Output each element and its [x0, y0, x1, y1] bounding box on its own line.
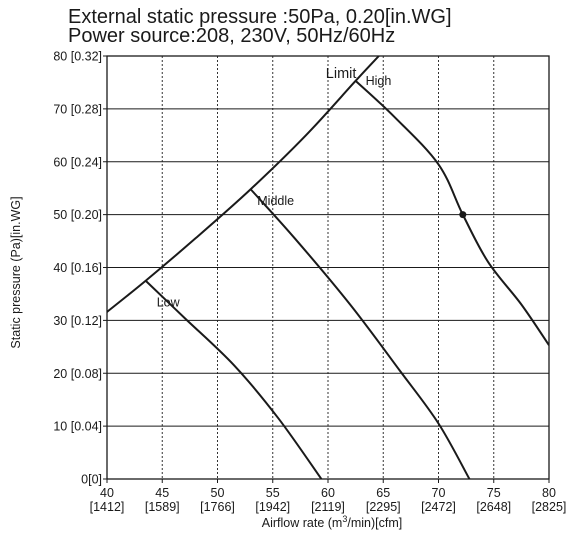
x-tick-sublabel: [2825]: [532, 500, 567, 514]
x-tick-label: 65: [376, 486, 390, 500]
y-tick-label: 20 [0.08]: [53, 367, 102, 381]
x-tick-sublabel: [1942]: [255, 500, 290, 514]
x-tick-sublabel: [1412]: [90, 500, 125, 514]
y-tick-label: 40 [0.16]: [53, 261, 102, 275]
x-tick-label: 75: [487, 486, 501, 500]
x-tick-sublabel: [1589]: [145, 500, 180, 514]
x-tick-label: 60: [321, 486, 335, 500]
y-tick-label: 0[0]: [81, 473, 102, 487]
y-tick-label: 10 [0.04]: [53, 420, 102, 434]
x-tick-label: 45: [155, 486, 169, 500]
x-tick-label: 40: [100, 486, 114, 500]
x-ticks: 40[1412] 45[1589] 50[1766] 55[1942] 60[2119]…: [90, 479, 567, 514]
x-tick-sublabel: [2119]: [311, 500, 345, 514]
y-tick-label: 60 [0.24]: [53, 155, 102, 169]
y-tick-label: 70 [0.28]: [53, 102, 102, 116]
x-tick-sublabel: [1766]: [200, 500, 235, 514]
series-line-limit: [107, 56, 379, 312]
x-tick-sublabel: [2295]: [366, 500, 401, 514]
y-axis-label: Static pressure (Pa)[in.WG]: [9, 196, 23, 348]
x-tick-sublabel: [2472]: [421, 500, 456, 514]
curve-label-limit: Limit: [326, 66, 357, 82]
annotations: Limit High Middle Low: [157, 66, 392, 309]
y-tick-label: 30 [0.12]: [53, 314, 102, 328]
curve-label-middle: Middle: [257, 194, 294, 208]
series-line-low: [146, 281, 322, 479]
x-tick-label: 70: [432, 486, 446, 500]
series-line-high: [356, 81, 549, 345]
y-tick-label: 80 [0.32]: [53, 50, 102, 64]
x-tick-label: 55: [266, 486, 280, 500]
y-ticks: 0[0] 10 [0.04] 20 [0.08] 30 [0.12] 40 [0.16]…: [53, 50, 107, 487]
series-line-middle: [251, 189, 470, 479]
x-axis-label: Airflow rate (m3/min)[cfm]: [262, 514, 402, 530]
y-tick-label: 50 [0.20]: [53, 208, 102, 222]
x-tick-sublabel: [2648]: [476, 500, 511, 514]
grid: [107, 56, 549, 479]
operating-point: [459, 211, 466, 218]
curve-label-low: Low: [157, 296, 181, 310]
x-tick-label: 50: [211, 486, 225, 500]
curve-label-high: High: [366, 74, 392, 88]
x-tick-label: 80: [542, 486, 556, 500]
